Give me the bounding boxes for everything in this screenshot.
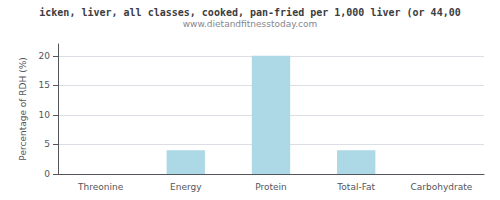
svg-text:Protein: Protein — [255, 182, 287, 192]
svg-text:Energy: Energy — [170, 182, 202, 192]
svg-text:Threonine: Threonine — [77, 182, 124, 192]
svg-text:Total-Fat: Total-Fat — [336, 182, 375, 192]
svg-text:www.dietandfitnesstoday.com: www.dietandfitnesstoday.com — [183, 19, 318, 29]
svg-text:Percentage of RDH (%): Percentage of RDH (%) — [18, 57, 28, 160]
svg-text:icken, liver, all classes, coo: icken, liver, all classes, cooked, pan-f… — [39, 7, 460, 18]
svg-text:0: 0 — [44, 169, 50, 179]
svg-text:10: 10 — [39, 110, 51, 120]
svg-text:15: 15 — [39, 80, 50, 90]
svg-text:5: 5 — [44, 139, 50, 149]
svg-text:Carbohydrate: Carbohydrate — [411, 182, 473, 192]
svg-text:20: 20 — [39, 51, 51, 61]
